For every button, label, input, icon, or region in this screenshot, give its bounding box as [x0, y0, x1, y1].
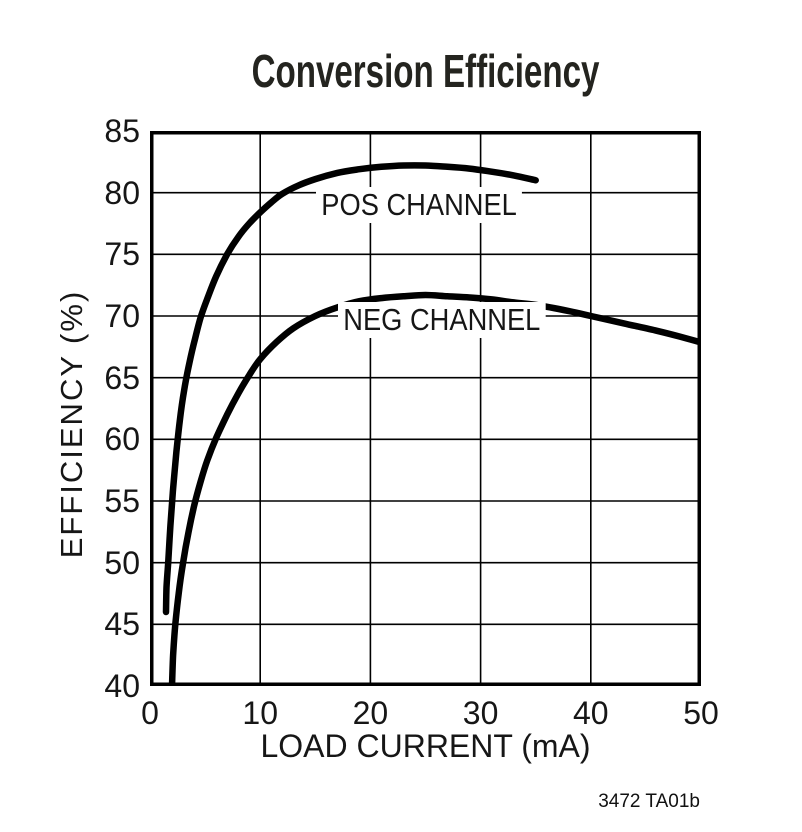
y-tick-label: 50: [104, 544, 140, 581]
x-tick-label: 0: [141, 695, 159, 731]
y-tick-label: 60: [104, 421, 140, 458]
y-tick-label: 45: [104, 606, 140, 643]
x-tick-label: 50: [683, 695, 719, 731]
neg-channel-curve: [168, 291, 701, 686]
x-axis-label: LOAD CURRENT (mA): [260, 728, 591, 764]
x-tick-label: 40: [573, 695, 609, 731]
neg-channel-label: NEG CHANNEL: [338, 302, 546, 338]
y-tick-label: 55: [104, 483, 140, 519]
plot-border: [150, 131, 701, 686]
x-tick-label: 30: [462, 695, 499, 731]
y-tick-label: 80: [104, 174, 140, 211]
y-tick-label: 40: [104, 668, 140, 704]
grid-and-curves-svg: [150, 131, 701, 686]
chart-title: Conversion Efficiency: [251, 45, 600, 97]
y-tick-label: 70: [104, 298, 140, 334]
plot-area: POS CHANNEL NEG CHANNEL: [150, 131, 701, 686]
x-tick-label: 20: [352, 695, 389, 731]
y-axis-label: EFFICIENCY (%): [54, 289, 89, 559]
y-tick-label: 65: [104, 359, 140, 396]
pos-channel-label: POS CHANNEL: [316, 187, 523, 223]
y-tick-label: 75: [104, 236, 140, 273]
y-tick-label: 85: [104, 113, 140, 149]
pos-channel-curve: [162, 162, 539, 616]
figure-reference: 3472 TA01b: [598, 791, 700, 812]
x-tick-label: 10: [242, 695, 278, 731]
